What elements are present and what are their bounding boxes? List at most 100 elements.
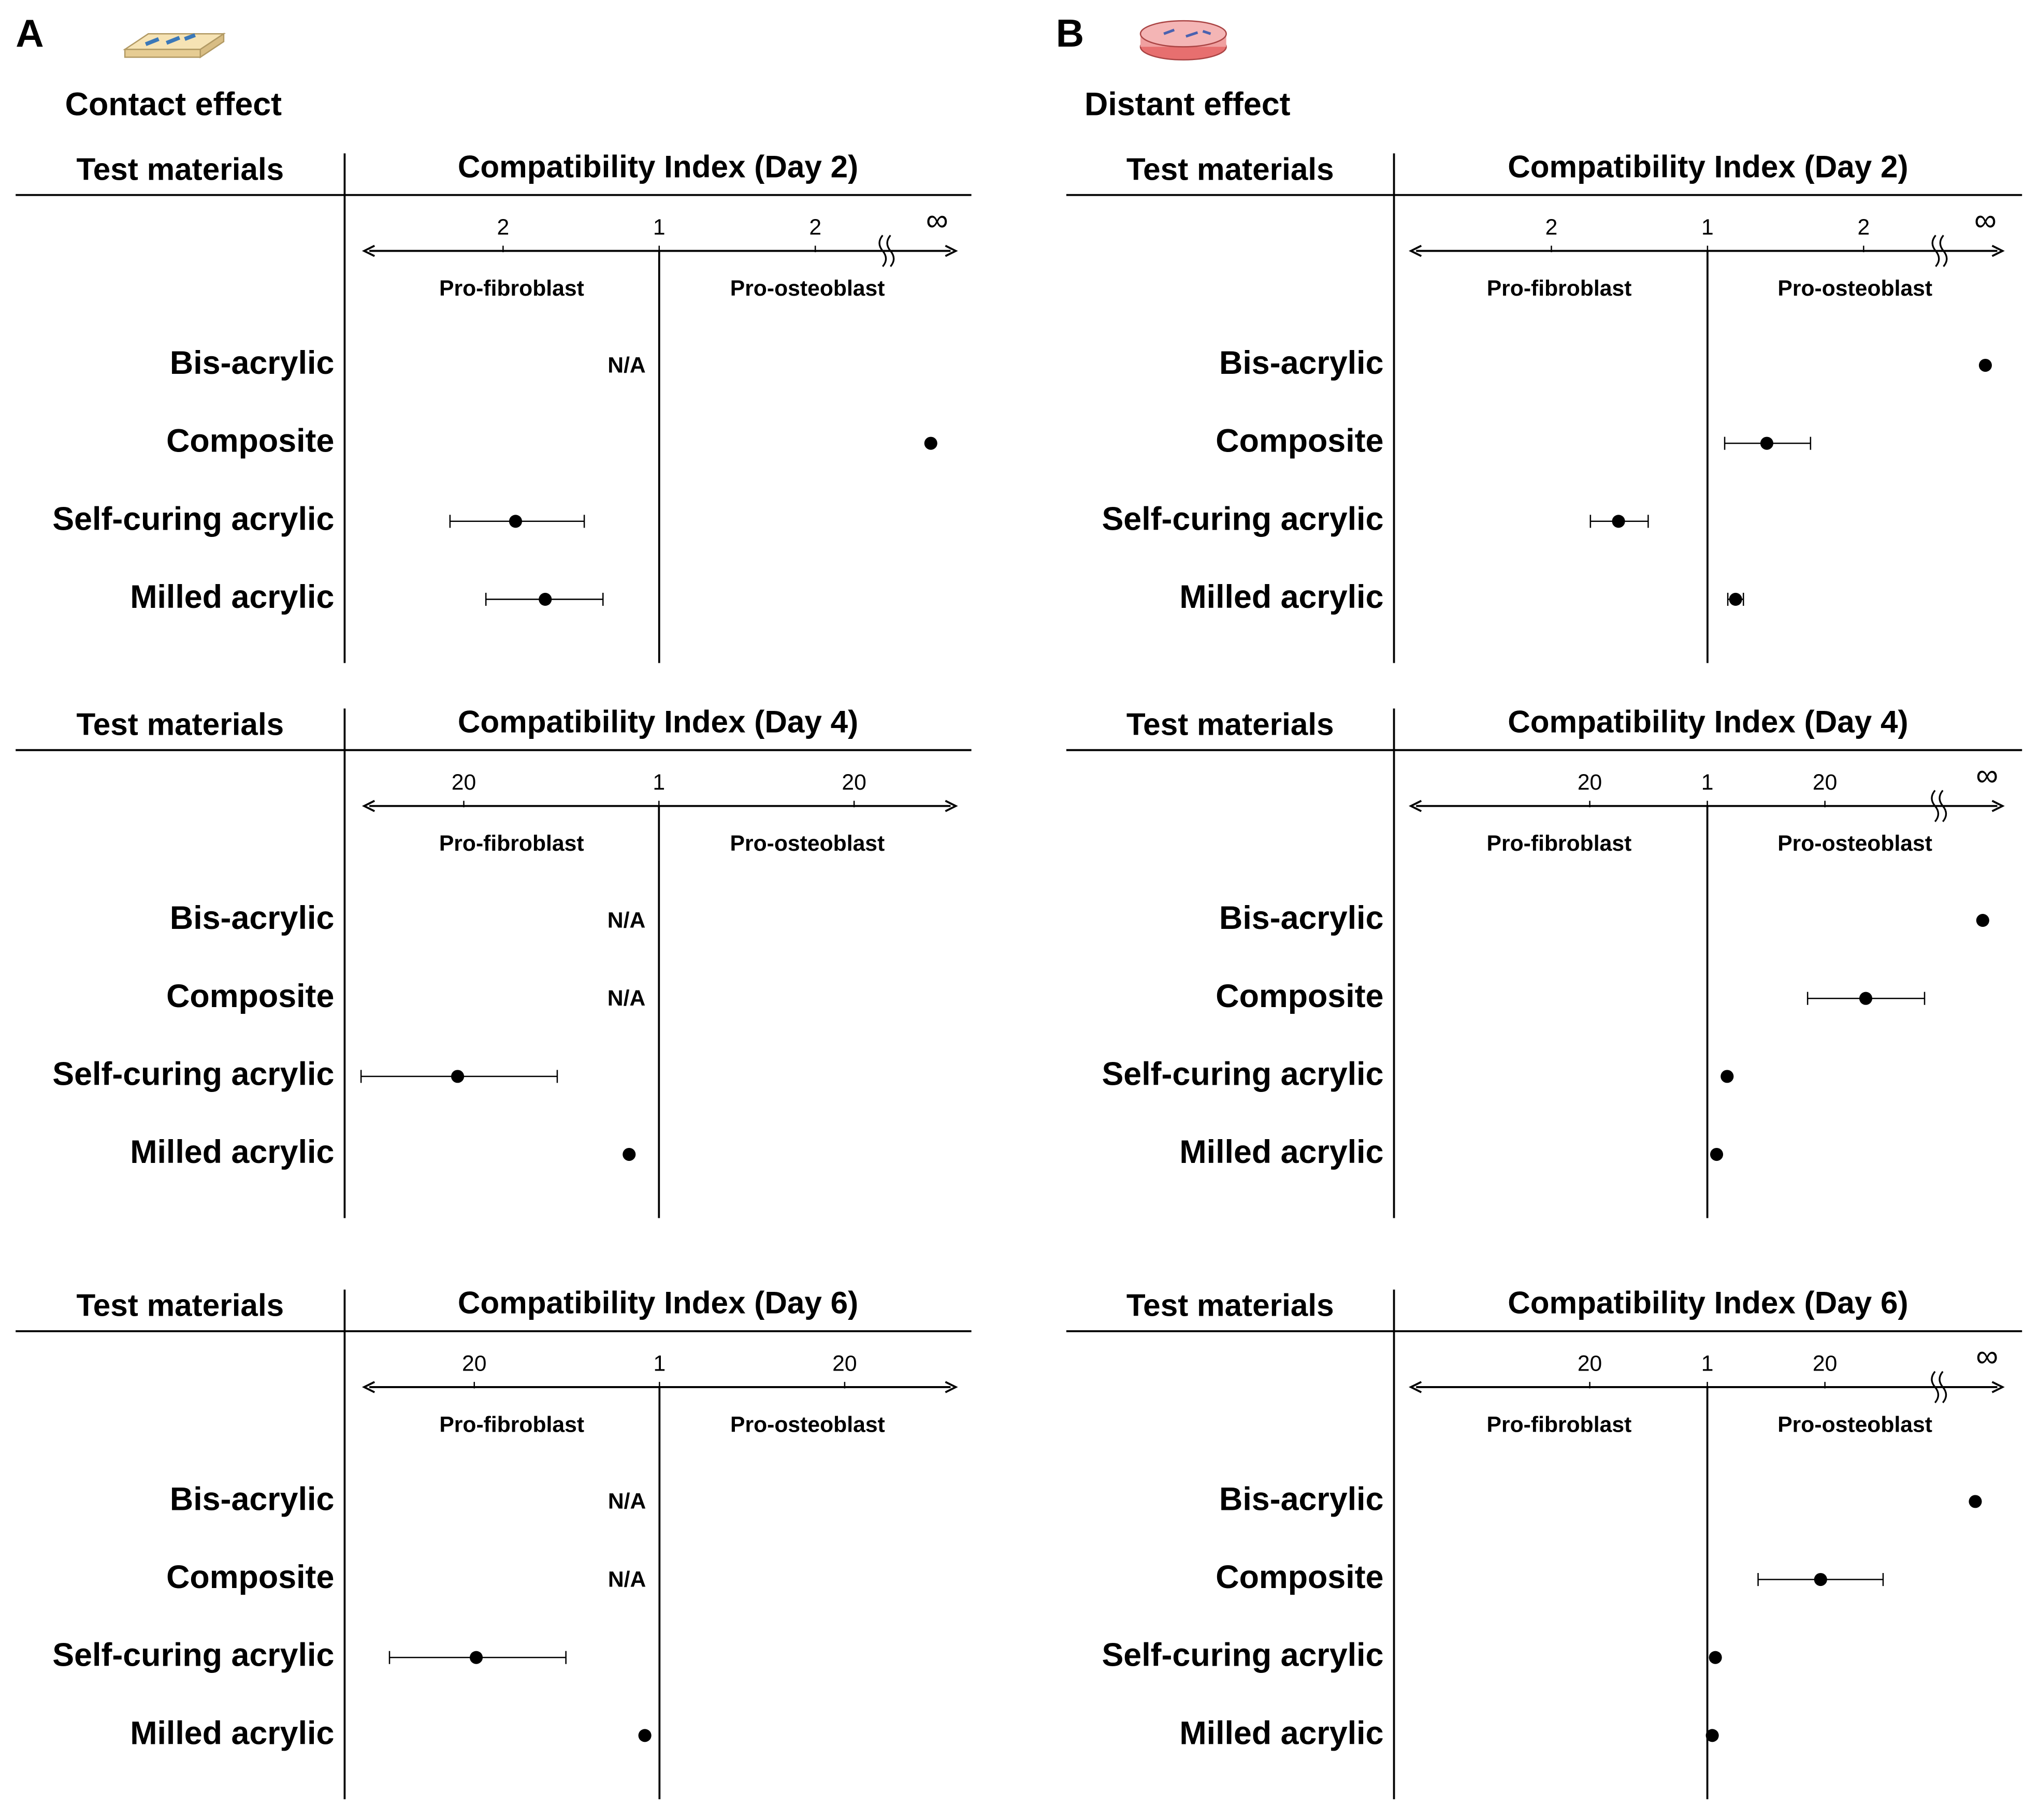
column-header: Test materials [76, 706, 284, 741]
dish-icon [1139, 20, 1227, 61]
x-tick-label: 20 [452, 770, 476, 795]
material-label: Self-curing acrylic [1102, 1056, 1383, 1092]
point [509, 515, 523, 528]
point [1705, 1729, 1719, 1742]
material-label: Composite [1216, 1559, 1383, 1595]
material-label: Bis-acrylic [170, 1481, 334, 1517]
x-tick-label: 1 [1701, 770, 1714, 795]
axis-arrow [945, 799, 958, 812]
axis-break [1939, 790, 1947, 822]
x-tick-label: 20 [462, 1351, 486, 1376]
side-label: Pro-fibroblast [439, 276, 584, 301]
material-label: Composite [166, 1559, 334, 1595]
chart-title: Compatibility Index (Day 2) [1508, 149, 1908, 184]
point [1978, 358, 1992, 372]
x-tick-label: 2 [497, 215, 509, 240]
axis-break [878, 235, 887, 267]
x-tick-label: 1 [653, 215, 666, 240]
x-tick-label: 20 [842, 770, 866, 795]
material-label: Self-curing acrylic [52, 1056, 334, 1092]
material-label: Bis-acrylic [170, 345, 334, 381]
axis-arrow [1409, 244, 1422, 257]
x-tick-label: ∞ [1976, 757, 1998, 792]
value-label: N/A [608, 1567, 646, 1592]
point [1760, 436, 1774, 450]
slide-icon [122, 32, 226, 59]
column-header: Test materials [1126, 706, 1334, 741]
point [1859, 992, 1873, 1005]
axis-arrow [1991, 1381, 2005, 1393]
axis-break [1939, 1371, 1947, 1404]
axis-break [1931, 235, 1940, 267]
x-tick-label: 20 [1813, 1351, 1837, 1376]
axis-break [886, 235, 895, 267]
panel-heading: Distant effect [1084, 86, 1291, 122]
side-label: Pro-fibroblast [1487, 1413, 1632, 1437]
side-label: Pro-fibroblast [1487, 831, 1632, 856]
point [638, 1729, 652, 1742]
axis-arrow [1409, 799, 1422, 812]
x-tick-label: 1 [653, 770, 665, 795]
column-header: Test materials [1126, 151, 1334, 186]
point [1720, 1070, 1734, 1083]
column-header: Test materials [76, 151, 284, 186]
point [1976, 914, 1989, 927]
axis-arrow [945, 1381, 958, 1393]
x-tick-label: 2 [809, 215, 821, 240]
material-label: Bis-acrylic [1219, 345, 1383, 381]
column-header: Test materials [76, 1288, 284, 1323]
material-label: Milled acrylic [130, 1134, 334, 1170]
side-label: Pro-osteoblast [730, 276, 885, 301]
panel-heading: Contact effect [65, 86, 282, 122]
axis-arrow [361, 1381, 375, 1393]
axis-break [1939, 235, 1948, 267]
point [539, 592, 552, 606]
material-label: Bis-acrylic [170, 900, 334, 936]
x-tick-label: 20 [1813, 770, 1837, 795]
axis-break [1931, 790, 1940, 822]
chart-title: Compatibility Index (Day 4) [458, 704, 858, 739]
x-tick-label: 20 [832, 1351, 857, 1376]
axis-arrow [361, 799, 375, 812]
axis-break [1931, 1371, 1940, 1404]
column-header: Test materials [1126, 1288, 1334, 1323]
panel-letter: A [16, 11, 44, 55]
point [623, 1147, 636, 1161]
chart-title: Compatibility Index (Day 6) [458, 1285, 858, 1320]
material-label: Self-curing acrylic [1102, 1637, 1383, 1673]
material-label: Composite [1216, 423, 1383, 459]
chart-title: Compatibility Index (Day 4) [1508, 704, 1908, 739]
value-label: N/A [608, 986, 646, 1011]
side-label: Pro-osteoblast [1777, 1413, 1932, 1437]
axis-arrow [1991, 244, 2005, 257]
material-label: Bis-acrylic [1219, 1481, 1383, 1517]
material-label: Composite [166, 423, 334, 459]
side-label: Pro-fibroblast [439, 831, 584, 856]
panel-letter: B [1056, 11, 1084, 55]
material-label: Milled acrylic [1179, 1134, 1383, 1170]
point [451, 1070, 465, 1083]
value-label: N/A [608, 353, 646, 377]
axis-arrow [361, 244, 375, 257]
material-label: Self-curing acrylic [1102, 501, 1383, 537]
material-label: Bis-acrylic [1219, 900, 1383, 936]
axis-arrow [1409, 1381, 1422, 1393]
axis-arrow [1991, 799, 2005, 812]
side-label: Pro-osteoblast [730, 831, 885, 856]
value-label: N/A [608, 1489, 646, 1514]
material-label: Milled acrylic [130, 1715, 334, 1751]
side-label: Pro-osteoblast [730, 1413, 885, 1437]
material-label: Self-curing acrylic [52, 501, 334, 537]
chart-title: Compatibility Index (Day 6) [1508, 1285, 1908, 1320]
axis-arrow [945, 244, 958, 257]
material-label: Milled acrylic [1179, 1715, 1383, 1751]
material-label: Milled acrylic [130, 579, 334, 615]
point [469, 1651, 483, 1664]
x-tick-label: 20 [1578, 770, 1602, 795]
side-label: Pro-fibroblast [1487, 276, 1632, 301]
point [1612, 515, 1625, 528]
chart-title: Compatibility Index (Day 2) [458, 149, 858, 184]
side-label: Pro-osteoblast [1777, 276, 1932, 301]
